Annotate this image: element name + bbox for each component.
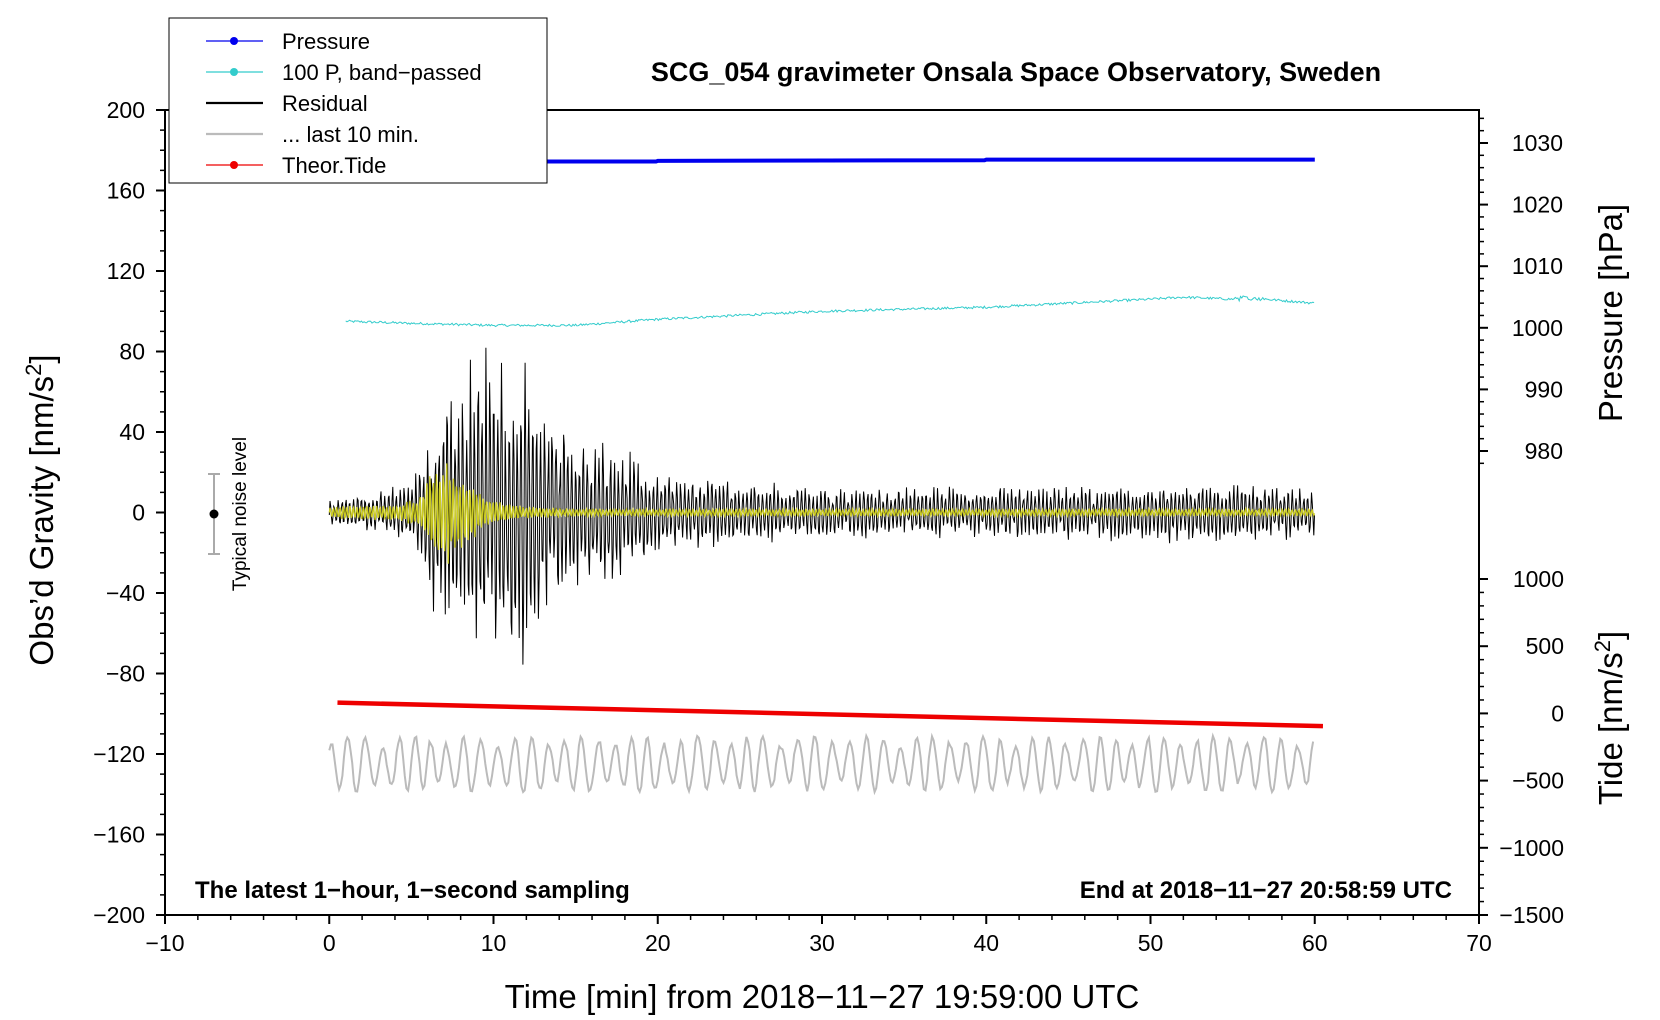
annotation-sampling: The latest 1−hour, 1−second sampling <box>195 877 630 904</box>
pressure-tick-label: 990 <box>1525 376 1563 402</box>
y-axis-label-main: Obs’d Gravity [nm/s <box>23 376 60 666</box>
x-axis-label: Time [min] from 2018−11−27 19:59:00 UTC <box>505 978 1140 1015</box>
pressure-tick-label: 1000 <box>1512 315 1563 341</box>
pressure-axis-ticks: 980 990 1000 1010 1020 1030 <box>1479 117 1563 465</box>
y-axis-ticks: −200 −160 −120 −80 −40 0 40 80 120 160 200 <box>93 97 165 928</box>
x-tick-label: 60 <box>1302 930 1328 956</box>
tide-tick-label: 1000 <box>1513 566 1564 592</box>
legend-box <box>168 17 548 184</box>
legend-label: Theor.Tide <box>282 153 386 178</box>
y-axis-label-end: ] <box>23 354 60 363</box>
series-last-10-min-line <box>328 732 1315 796</box>
tide-tick-label: 0 <box>1551 700 1564 726</box>
pressure-tick-label: 980 <box>1525 438 1563 464</box>
noise-dot <box>209 509 219 519</box>
chart-title: SCG_054 gravimeter Onsala Space Observat… <box>651 57 1381 87</box>
y-tick-label: 200 <box>107 97 145 123</box>
pressure-axis-label: Pressure [hPa] <box>1592 204 1629 422</box>
tide-tick-label: −500 <box>1512 768 1564 794</box>
y-tick-label: 160 <box>107 178 145 204</box>
x-tick-label: −10 <box>145 930 184 956</box>
series-layer <box>328 157 1324 796</box>
series-theor-tide-line <box>337 700 1324 729</box>
x-tick-label: 10 <box>481 930 507 956</box>
legend-marker <box>230 161 238 169</box>
y-tick-label: −120 <box>93 741 145 767</box>
legend-label: Residual <box>282 91 368 116</box>
y-tick-label: 120 <box>107 258 145 284</box>
x-tick-label: 40 <box>973 930 999 956</box>
tide-axis-label-end: ] <box>1592 631 1629 640</box>
tide-tick-label: 500 <box>1526 633 1564 659</box>
x-tick-label: 20 <box>645 930 671 956</box>
annotation-end-time: End at 2018−11−27 20:58:59 UTC <box>1080 877 1452 904</box>
y-tick-label: 80 <box>119 339 145 365</box>
y-tick-label: −160 <box>93 822 145 848</box>
y-tick-label: 0 <box>132 500 145 526</box>
legend-label: 100 P, band−passed <box>282 60 482 85</box>
x-tick-label: 70 <box>1466 930 1492 956</box>
x-tick-label: 50 <box>1138 930 1164 956</box>
legend-marker <box>230 37 238 45</box>
x-tick-label: 30 <box>809 930 835 956</box>
legend: Pressure 100 P, band−passed Residual ... la… <box>168 17 548 184</box>
legend-marker <box>230 68 238 76</box>
tide-tick-label: −1000 <box>1499 835 1564 861</box>
tide-axis-label-sup: 2 <box>1590 640 1615 652</box>
tide-axis-label: Tide [nm/s2] <box>1590 631 1629 805</box>
series-pressure-bandpassed-line <box>345 295 1315 328</box>
legend-label: Pressure <box>282 29 370 54</box>
y-tick-label: −80 <box>106 661 145 687</box>
noise-level-indicator: Typical noise level <box>208 437 251 591</box>
tide-axis-label-main: Tide [nm/s <box>1592 652 1629 805</box>
legend-label: ... last 10 min. <box>282 122 419 147</box>
y-axis-label: Obs’d Gravity [nm/s2] <box>21 354 60 665</box>
y-tick-label: −40 <box>106 580 145 606</box>
noise-label: Typical noise level <box>230 437 251 591</box>
pressure-tick-label: 1030 <box>1512 130 1563 156</box>
legend-items: Pressure 100 P, band−passed Residual ... la… <box>206 29 482 178</box>
series-residual-bandpassed-line <box>328 463 1316 564</box>
pressure-tick-label: 1010 <box>1512 253 1563 279</box>
pressure-tick-label: 1020 <box>1512 192 1563 218</box>
y-axis-label-sup: 2 <box>21 364 46 376</box>
y-tick-label: −200 <box>93 902 145 928</box>
x-axis-ticks: −10 0 10 20 30 40 50 60 70 <box>145 915 1492 956</box>
y-tick-label: 40 <box>119 419 145 445</box>
tide-axis-ticks: −1500 −1000 −500 0 500 1000 <box>1479 566 1564 928</box>
x-tick-label: 0 <box>323 930 336 956</box>
tide-tick-label: −1500 <box>1499 902 1564 928</box>
